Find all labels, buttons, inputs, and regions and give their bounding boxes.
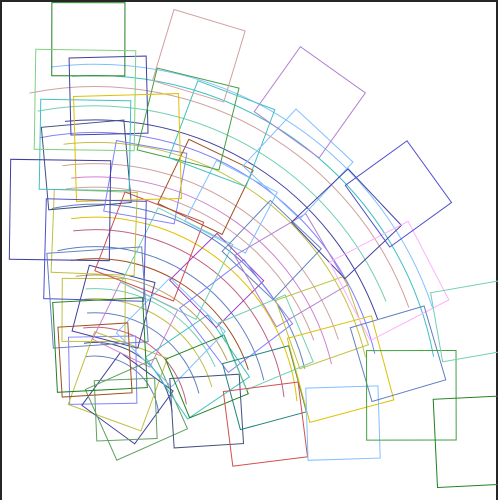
square-outline: [94, 191, 205, 302]
square-outline: [222, 381, 309, 467]
square-outline: [151, 8, 246, 103]
square-outline: [217, 294, 314, 391]
square-outline: [52, 297, 148, 393]
arc-line: [83, 326, 187, 405]
arc-line: [72, 75, 435, 357]
arc-line: [63, 141, 366, 358]
square-outline: [233, 213, 349, 328]
square-outline: [120, 207, 234, 320]
square-outline: [183, 159, 278, 254]
square-outline: [168, 80, 276, 188]
arc-line: [71, 176, 332, 365]
arc-line: [65, 186, 315, 341]
arc-line: [70, 258, 249, 370]
square-outline: [328, 220, 450, 342]
square-outline: [430, 280, 498, 363]
square-outline: [68, 335, 138, 405]
square-outline: [51, 2, 126, 77]
square-outline: [40, 119, 132, 211]
square-outline: [221, 199, 322, 301]
arc-line: [73, 229, 285, 398]
square-outline: [366, 350, 457, 441]
square-outline: [221, 345, 308, 431]
square-outline: [73, 93, 182, 202]
square-outline: [46, 246, 149, 349]
arc-line: [85, 288, 216, 368]
square-outline: [157, 138, 254, 236]
square-outline: [50, 188, 138, 276]
square-outline: [67, 331, 169, 432]
square-outline: [349, 305, 447, 403]
arc-line: [51, 203, 306, 369]
square-outline: [93, 377, 158, 442]
arc-line: [50, 63, 433, 308]
arc-line: [64, 119, 379, 320]
square-outline: [432, 394, 498, 489]
square-outline: [290, 168, 403, 280]
square-outline: [84, 357, 189, 461]
square-outline: [169, 373, 245, 449]
arc-line: [37, 105, 387, 302]
square-outline: [305, 385, 381, 461]
square-outline: [57, 322, 133, 398]
arc-line: [71, 216, 298, 402]
square-outline: [275, 275, 370, 370]
square-outline: [178, 258, 294, 374]
arc-line: [86, 312, 200, 394]
square-outline: [168, 232, 265, 329]
square-outline: [242, 108, 354, 220]
square-outline: [38, 98, 132, 192]
square-outline: [286, 315, 395, 423]
square-outline: [344, 140, 453, 248]
square-outline: [253, 45, 367, 159]
square-outline: [8, 158, 112, 262]
square-outline: [136, 67, 240, 171]
arc-line: [57, 246, 265, 381]
square-outline: [144, 314, 251, 420]
square-outline: [61, 277, 126, 343]
arc-line: [29, 86, 410, 308]
square-outline: [33, 48, 137, 152]
